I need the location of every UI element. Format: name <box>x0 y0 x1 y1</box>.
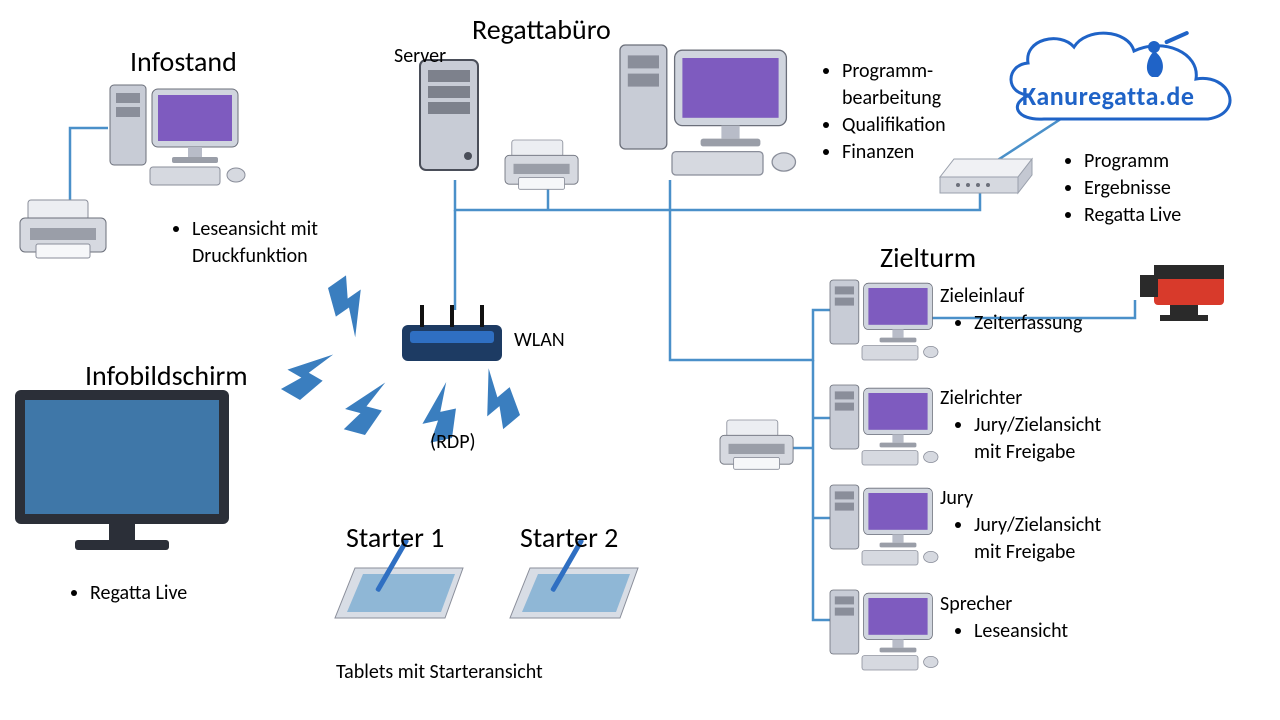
ziel2-title: Zielrichter <box>940 386 1022 410</box>
label-server: Server <box>394 44 446 68</box>
network-diagram: Regattabüro Infostand Server Leseansicht… <box>0 0 1280 720</box>
node-infostand_printer <box>20 200 106 258</box>
bullets-ziel2: Jury/Zielansicht mit Freigabe <box>952 412 1101 466</box>
node-tv <box>15 390 229 550</box>
node-server <box>420 60 478 170</box>
node-printer_mid <box>505 140 578 189</box>
node-ziel_pc4 <box>830 590 938 670</box>
node-regatta_pc <box>620 45 796 175</box>
bullets-ziel1: Zeiterfassung <box>952 310 1082 337</box>
title-starter2: Starter 2 <box>520 520 618 555</box>
ziel4-title: Sprecher <box>940 592 1012 616</box>
label-rdp: (RDP) <box>430 430 476 454</box>
node-router <box>402 305 502 361</box>
bullets-infobildschirm: Regatta Live <box>68 580 187 607</box>
caption-tablets: Tablets mit Starteransicht <box>336 660 543 684</box>
ziel3-title: Jury <box>940 486 973 510</box>
node-ziel_printer <box>720 420 793 469</box>
bullets-infostand: Leseansicht mit Druckfunktion <box>170 216 318 270</box>
bullets-regattaburo: Programm- bearbeitung Qualifikation Fina… <box>820 58 946 166</box>
bullets-ziel4: Leseansicht <box>952 618 1068 645</box>
bullets-cloud: Programm Ergebnisse Regatta Live <box>1062 148 1181 229</box>
node-modem <box>940 159 1032 193</box>
title-zielturm: Zielturm <box>880 240 976 275</box>
label-wlan: WLAN <box>514 328 565 352</box>
node-infostand_pc <box>110 85 245 185</box>
node-ziel_pc2 <box>830 385 938 465</box>
title-infostand: Infostand <box>130 44 237 79</box>
title-regattaburo: Regattabüro <box>472 12 611 47</box>
node-camera <box>1140 265 1224 321</box>
bullets-ziel3: Jury/Zielansicht mit Freigabe <box>952 512 1101 566</box>
cloud-label: Kanuregatta.de <box>1022 80 1194 112</box>
title-starter1: Starter 1 <box>346 520 444 555</box>
node-ziel_pc1 <box>830 280 938 360</box>
node-ziel_pc3 <box>830 485 938 565</box>
title-infobildschirm: Infobildschirm <box>85 358 248 393</box>
ziel1-title: Zieleinlauf <box>940 284 1024 308</box>
